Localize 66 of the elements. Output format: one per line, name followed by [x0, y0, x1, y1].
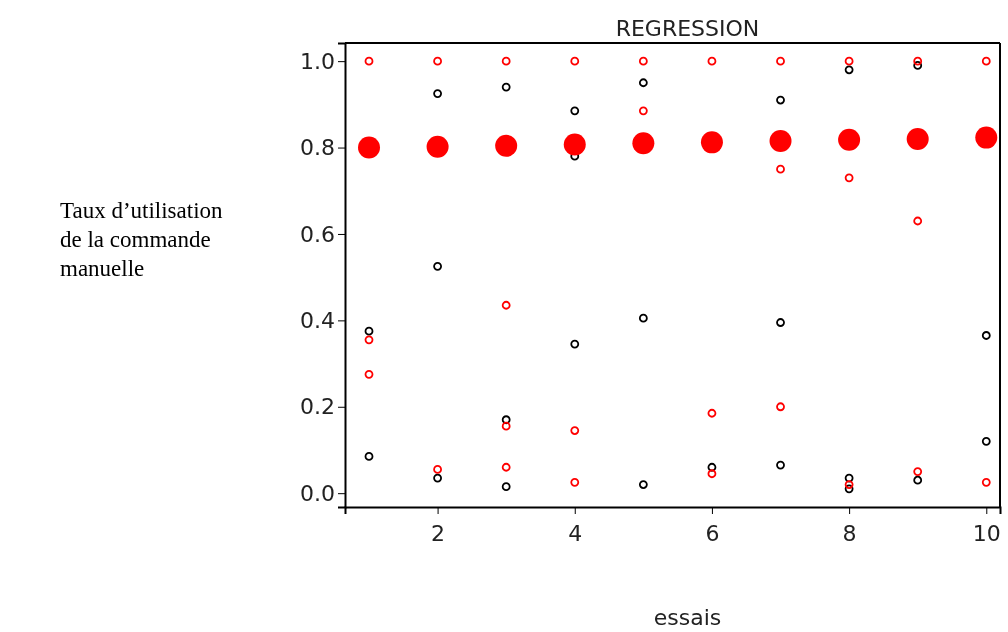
point — [364, 326, 374, 336]
point — [433, 89, 442, 98]
point — [638, 78, 648, 88]
point — [364, 56, 374, 66]
point — [570, 426, 580, 435]
x-tick-label: 8 — [842, 521, 857, 547]
point — [913, 467, 923, 476]
x-tick-label: 10 — [972, 521, 1001, 547]
point — [501, 415, 511, 425]
y-tick-label: 0.8 — [300, 135, 335, 161]
y-tick-label: 0.0 — [300, 480, 335, 506]
point — [570, 339, 580, 349]
point — [776, 402, 785, 412]
point — [844, 484, 854, 494]
point — [638, 480, 648, 489]
point — [844, 173, 854, 183]
x-tick-label: 2 — [431, 521, 446, 547]
point — [501, 421, 511, 431]
point — [776, 460, 785, 470]
point — [364, 335, 374, 345]
point — [844, 480, 854, 489]
point — [913, 56, 923, 66]
point — [433, 261, 442, 271]
point — [501, 82, 511, 92]
point — [501, 482, 511, 492]
point — [638, 56, 648, 66]
point — [638, 106, 648, 116]
y-tick-label: 0.2 — [300, 394, 335, 420]
point — [981, 331, 991, 340]
x-axis-title: essais — [653, 605, 722, 630]
point — [638, 313, 648, 323]
point — [570, 106, 580, 116]
point — [501, 56, 511, 66]
point — [707, 469, 717, 479]
point — [364, 369, 374, 379]
point — [433, 56, 442, 66]
point — [776, 318, 785, 327]
point — [433, 465, 442, 474]
x-tick-label: 4 — [568, 521, 583, 547]
point — [570, 56, 580, 66]
point — [913, 475, 923, 485]
point — [707, 408, 717, 418]
point — [707, 56, 717, 66]
point — [844, 56, 854, 66]
point — [501, 462, 511, 472]
point — [570, 477, 580, 487]
point — [913, 61, 923, 70]
point — [776, 95, 785, 105]
point — [501, 300, 511, 310]
point — [776, 164, 785, 174]
point — [981, 56, 991, 66]
y-axis-title: Taux d’utilisation de la commande manuelle — [60, 198, 224, 281]
point — [364, 452, 374, 461]
y-tick-label: 0.6 — [300, 221, 335, 247]
point — [981, 477, 991, 487]
point — [707, 462, 717, 472]
y-tick-label: 0.4 — [300, 307, 335, 333]
point — [844, 65, 854, 75]
point — [913, 216, 923, 226]
point — [981, 436, 991, 446]
point — [844, 473, 854, 483]
chart-title: REGRESSION — [615, 16, 760, 41]
point — [776, 56, 785, 66]
point — [433, 473, 442, 483]
x-tick-label: 6 — [705, 521, 720, 547]
y-tick-label: 1.0 — [300, 48, 335, 74]
